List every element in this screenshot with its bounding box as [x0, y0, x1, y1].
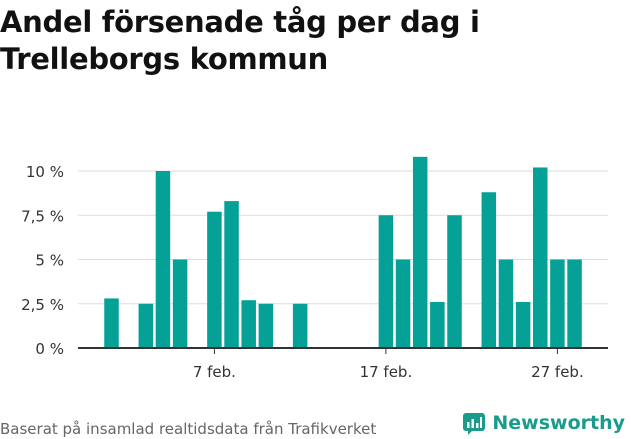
bar [104, 298, 119, 348]
brand-name: Newsworthy [492, 412, 625, 434]
bar [498, 259, 514, 348]
bar [378, 215, 394, 348]
bar [533, 167, 548, 348]
y-tick-label: 10 % [26, 163, 64, 181]
chart-title-line-2: Trelleborgs kommun [0, 42, 328, 76]
bar [224, 201, 239, 348]
brand-logo[interactable]: Newsworthy [462, 408, 625, 438]
bar [155, 171, 171, 348]
bar [430, 301, 445, 348]
x-tick-label: 17 feb. [360, 363, 413, 381]
bar [412, 156, 428, 348]
y-tick-label: 5 % [35, 252, 64, 270]
bar [241, 300, 256, 348]
chart-title-line-1: Andel försenade tåg per dag i [0, 5, 480, 39]
y-tick-label: 7,5 % [21, 207, 64, 225]
bar [550, 259, 565, 348]
bar [292, 303, 308, 348]
bar [395, 259, 411, 348]
bar-chart: 0 % 2,5 % 5 % 7,5 % 10 % 7 feb. 17 feb. 27 feb. [21, 156, 608, 381]
y-tick-label: 0 % [35, 340, 64, 358]
newsworthy-logo-icon [463, 413, 486, 435]
bar [207, 211, 222, 348]
x-tick-label: 7 feb. [193, 363, 236, 381]
bar [258, 303, 274, 348]
bar [515, 301, 531, 348]
x-tick-label: 27 feb. [531, 363, 584, 381]
bar [481, 192, 497, 348]
source-note: Baserat på insamlad realtidsdata från Tr… [0, 420, 377, 438]
chart-title: Andel försenade tåg per dag i Trelleborg… [0, 4, 620, 78]
bar [172, 259, 188, 348]
bar [447, 215, 462, 348]
bar [138, 303, 154, 348]
y-tick-label: 2,5 % [21, 296, 64, 314]
bar [567, 259, 582, 348]
